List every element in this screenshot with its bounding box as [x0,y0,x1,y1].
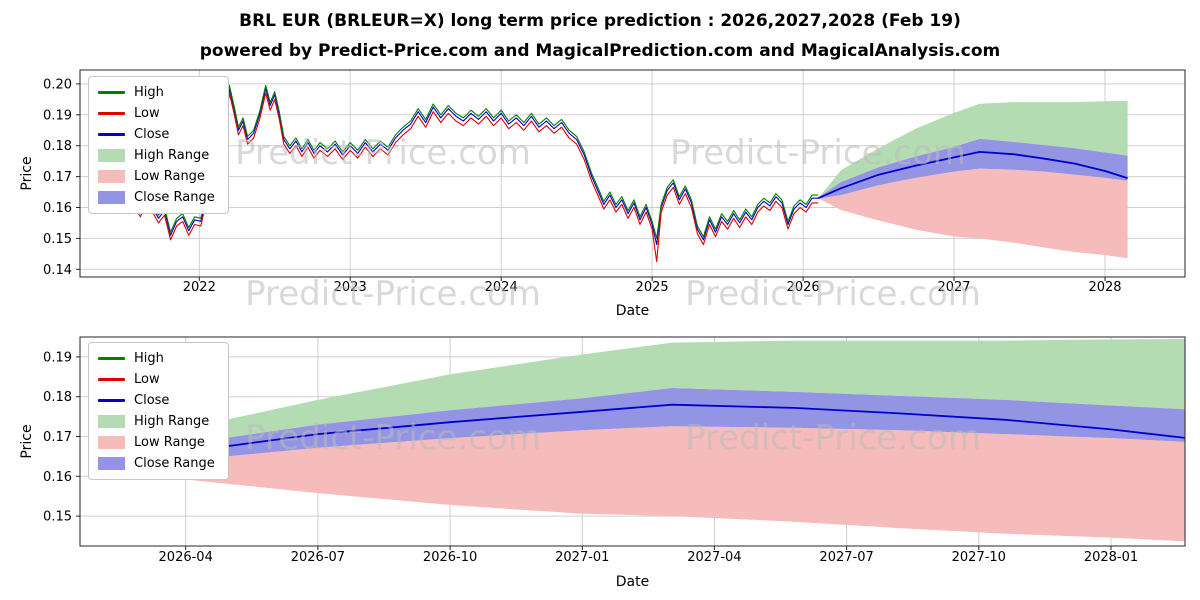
x-tick-label: 2028 [1088,280,1121,295]
y-tick-label: 0.16 [43,470,72,485]
low-swatch-icon [98,112,125,115]
y-tick-label: 0.16 [43,201,72,216]
legend-label-low: Low [134,106,160,121]
close-swatch-icon [98,399,125,402]
legend-label-high-range: High Range [134,148,210,163]
watermark-text: Predict-Price.com [245,418,541,458]
legend-item-low-range: Low Range [98,434,215,451]
legend-item-close: Close [98,392,215,409]
x-tick-label: 2026-10 [423,550,477,565]
watermark-text: Predict-Price.com [235,133,531,173]
legend-label-high: High [134,351,164,366]
legend-item-low: Low [98,105,215,122]
y-tick-label: 0.18 [43,390,72,405]
legend-label-close-range: Close Range [134,456,215,471]
legend-item-high: High [98,350,215,367]
y-axis-label: Price [19,156,35,190]
plot-border [79,336,1186,547]
plot-border [79,69,1186,278]
x-tick-label: 2027-04 [687,550,741,565]
watermark-text: Predict-Price.com [685,418,981,458]
high-range-band [106,339,1185,465]
legend-top-chart: High Low Close High Range Low Range Close Ran… [88,76,229,214]
low-range-swatch-icon [98,436,125,449]
legend-item-high-range: High Range [98,413,215,430]
close-line-forecast [817,150,1128,200]
watermark-text: Predict-Price.com [670,133,966,173]
legend-label-high: High [134,85,164,100]
legend-label-close-range: Close Range [134,190,215,205]
chart-title: BRL EUR (BRLEUR=X) long term price predi… [239,11,961,31]
y-tick-label: 0.20 [43,77,72,92]
y-tick-label: 0.17 [43,430,72,445]
x-tick-label: 2025 [636,280,669,295]
x-tick-label: 2028-01 [1084,550,1138,565]
legend-label-low-range: Low Range [134,435,205,450]
x-tick-label: 2023 [334,280,367,295]
watermark-text: Predict-Price.com [245,274,541,314]
legend-label-low-range: Low Range [134,169,205,184]
x-tick-label: 2027-01 [555,550,609,565]
high-swatch-icon [98,91,125,94]
legend-item-low: Low [98,371,215,388]
y-tick-label: 0.19 [43,350,72,365]
high-range-swatch-icon [98,415,125,428]
close-range-swatch-icon [98,457,125,470]
close-line-forecast [106,403,1185,466]
legend-item-low-range: Low Range [98,168,215,185]
y-tick-label: 0.19 [43,108,72,123]
legend-item-high: High [98,84,215,101]
close-range-band [106,388,1185,466]
chart-subtitle: powered by Predict-Price.com and Magical… [199,41,1001,61]
y-axis-label: Price [19,424,35,458]
legend-bottom-chart: High Low Close High Range Low Range Close Ran… [88,342,229,480]
y-tick-label: 0.14 [43,263,72,278]
x-axis-label: Date [616,303,649,319]
y-tick-label: 0.15 [43,510,72,525]
high-range-swatch-icon [98,149,125,162]
x-axis-label: Date [616,574,649,590]
legend-label-close: Close [134,393,170,408]
close-swatch-icon [98,133,125,136]
low-range-swatch-icon [98,170,125,183]
chart-top: 0.14 0.15 0.16 0.17 0.18 0.19 0.20 2022 2023 2024… [19,69,1186,319]
x-tick-label: 2026-07 [291,550,345,565]
x-tick-label: 2022 [183,280,216,295]
legend-item-close-range: Close Range [98,189,215,206]
legend-label-high-range: High Range [134,414,210,429]
low-swatch-icon [98,378,125,381]
y-tick-label: 0.17 [43,170,72,185]
watermark-text: Predict-Price.com [685,274,981,314]
legend-item-close: Close [98,126,215,143]
low-range-band [106,426,1185,542]
x-tick-label: 2026-04 [159,550,213,565]
x-tick-label: 2027-07 [819,550,873,565]
close-range-band [818,138,1128,199]
high-swatch-icon [98,357,125,360]
y-tick-label: 0.18 [43,139,72,154]
legend-item-close-range: Close Range [98,455,215,472]
x-tick-label: 2026 [787,280,820,295]
legend-label-close: Close [134,127,170,142]
x-tick-label: 2027-10 [952,550,1006,565]
legend-item-high-range: High Range [98,147,215,164]
legend-label-low: Low [134,372,160,387]
high-range-band [818,100,1128,199]
x-tick-label: 2024 [485,280,518,295]
x-tick-label: 2027 [937,280,970,295]
chart-bottom: 0.15 0.16 0.17 0.18 0.19 2026-04 2026-07 2026-1… [19,336,1186,590]
close-range-swatch-icon [98,191,125,204]
low-range-band [818,168,1128,259]
y-tick-label: 0.15 [43,232,72,247]
